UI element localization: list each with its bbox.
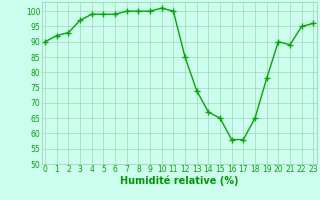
X-axis label: Humidité relative (%): Humidité relative (%) <box>120 176 238 186</box>
